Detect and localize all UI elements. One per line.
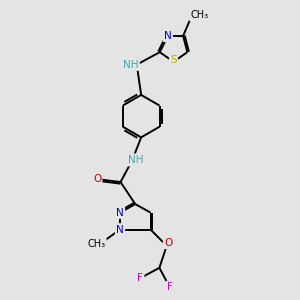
- Text: F: F: [167, 282, 172, 292]
- Text: N: N: [116, 208, 124, 218]
- Text: NH: NH: [128, 155, 143, 165]
- Text: CH₃: CH₃: [87, 239, 106, 249]
- Text: O: O: [93, 174, 101, 184]
- Text: S: S: [170, 55, 177, 65]
- Text: N: N: [164, 31, 172, 41]
- Text: NH: NH: [128, 155, 143, 165]
- Text: CH₃: CH₃: [190, 10, 208, 20]
- Text: F: F: [137, 273, 143, 283]
- Text: NH: NH: [123, 60, 139, 70]
- Text: N: N: [116, 225, 124, 235]
- Text: O: O: [164, 238, 172, 248]
